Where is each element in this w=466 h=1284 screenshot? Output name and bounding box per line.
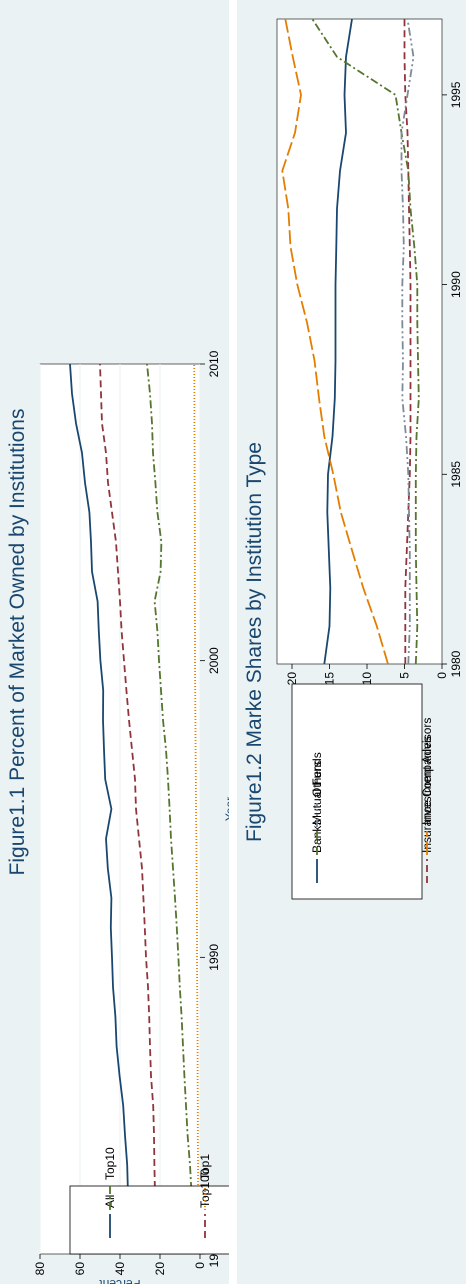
y-tick-label: 60 [73,1262,87,1276]
y-tick-label: 80 [33,1262,47,1276]
chart-2-svg: 051015201980198519901995YearPercentBanks… [276,18,466,900]
x-tick-label: 1990 [207,944,221,971]
series-line-banks [323,18,353,665]
y-tick-label: 20 [153,1262,167,1276]
series-line-others [400,18,415,665]
legend-label: Top1 [198,1154,212,1180]
y-tick-label: 10 [360,672,374,686]
y-tick-label: 40 [113,1262,127,1276]
legend-box [291,683,423,900]
series-line-insurance-companies [403,19,412,664]
y-tick-label: 0 [193,1262,207,1269]
legend-label: Investment Advisors [420,718,434,825]
x-axis-label: Year [223,797,229,821]
chart-1-rotated-frame: Figure1.1 Percent of Market Owned by Ins… [0,0,229,1284]
y-tick-label: 0 [435,672,449,679]
legend-box [69,1185,229,1255]
legend-label: Others [310,761,324,797]
plot-area [276,18,443,665]
x-tick-label: 2010 [207,350,221,377]
x-tick-label: 1985 [449,461,463,488]
x-tick-label: 1995 [449,81,463,108]
chart-panel-1: Figure1.1 Percent of Market Owned by Ins… [0,0,229,1284]
legend-label: All [103,1195,117,1208]
legend-label: Insurance Companies [420,736,434,853]
x-tick-label: 1980 [449,650,463,677]
x-tick-label: 1990 [449,271,463,298]
chart-panel-2: Figure1.2 Marke Shares by Institution Ty… [237,0,466,1284]
series-line-top100 [99,363,158,1255]
y-tick-label: 5 [398,672,412,679]
x-tick-label: 2000 [207,647,221,674]
series-line-all [69,363,130,1255]
chart-1-svg: 0204060801980199020002010YearPercentAllT… [33,350,229,1284]
legend-label: Mutual Funds [310,752,324,825]
series-line-mutual-funds [311,18,420,665]
series-line-top10 [146,363,195,1255]
series-line-top1 [193,363,200,1255]
y-tick-label: 20 [285,672,299,686]
legend-label: Top10 [103,1147,117,1180]
series-line-investment-advisors [281,18,389,665]
y-axis-label: Percent [99,1277,141,1284]
chart-2-rotated-frame: Figure1.2 Marke Shares by Institution Ty… [237,0,466,1284]
y-tick-label: 15 [323,672,337,686]
